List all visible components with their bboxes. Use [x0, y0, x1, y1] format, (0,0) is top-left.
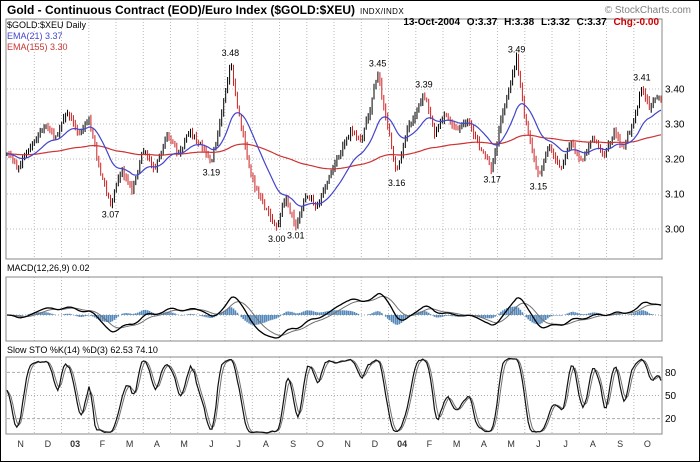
quote-open: O:3.37 [466, 17, 498, 28]
legend-symbol: $GOLD:$XEU Daily [7, 20, 87, 30]
x-axis-month-label: A [263, 439, 269, 449]
quote-date: 13-Oct-2004 [403, 17, 461, 28]
x-axis-month-label: M [507, 439, 515, 449]
exchange-label: INDX/INDX [360, 7, 405, 16]
x-axis-month-label: 03 [70, 439, 80, 449]
x-axis-month-label: 04 [397, 439, 407, 449]
x-axis-month-label: A [590, 439, 596, 449]
quote-high: H:3.38 [504, 17, 535, 28]
legend-ema21: EMA(21) 3.37 [7, 31, 63, 41]
svg-text:3.40: 3.40 [665, 85, 685, 96]
svg-text:50: 50 [665, 391, 677, 402]
x-axis-month-label: A [481, 439, 487, 449]
x-axis-month-label: O [317, 439, 324, 449]
price-annotation: 3.49 [508, 45, 526, 55]
macd-panel-label: MACD(12,26,9) 0.02 [7, 263, 90, 273]
svg-text:3.10: 3.10 [665, 190, 685, 201]
x-axis-month-label: F [427, 439, 433, 449]
header-row: Gold - Continuous Contract (EOD)/Euro In… [7, 3, 404, 17]
price-annotation: 3.48 [222, 48, 240, 58]
x-axis-month-label: O [644, 439, 651, 449]
x-axis-month-label: F [100, 439, 106, 449]
legend-ema155: EMA(155) 3.30 [7, 42, 68, 52]
svg-text:3.20: 3.20 [665, 155, 685, 166]
svg-text:3.30: 3.30 [665, 120, 685, 131]
quote-low: L:3.32 [540, 17, 570, 28]
x-axis-month-label: J [209, 439, 214, 449]
main-price-panel: 3.003.103.203.303.403.073.193.483.00 3.01… [5, 18, 685, 260]
x-axis-month-label: S [290, 439, 296, 449]
price-bars-down [8, 51, 662, 231]
price-annotation: 3.17 [483, 175, 501, 185]
svg-text:3.00: 3.00 [665, 225, 685, 236]
x-axis-month-label: D [372, 439, 379, 449]
x-axis-month-label: N [344, 439, 351, 449]
svg-text:80: 80 [665, 368, 677, 379]
x-axis-month-label: A [154, 439, 160, 449]
macd-histogram [12, 306, 662, 325]
macd-panel [5, 276, 663, 342]
quote-line: 13-Oct-2004 O:3.37 H:3.38 L:3.32 C:3.37 … [399, 17, 659, 28]
price-annotation: 3.16 [388, 178, 406, 188]
x-axis-month-label: D [45, 439, 52, 449]
price-annotation: 3.07 [102, 210, 120, 220]
stochastic-panel-label: Slow STO %K(14) %D(3) 62.53 74.10 [7, 345, 158, 355]
price-annotation: 3.15 [530, 182, 548, 192]
price-annotation: 3.39 [415, 80, 433, 90]
x-axis-month-label: S [617, 439, 623, 449]
copyright-label: © StockCharts.com [604, 5, 691, 16]
quote-change: Chg:-0.00 [613, 17, 659, 28]
x-axis-month-label: M [180, 439, 188, 449]
price-annotation: 3.19 [203, 168, 221, 178]
price-annotation: 3.45 [369, 59, 387, 69]
x-axis-month-label: N [17, 439, 24, 449]
x-axis-month-label: M [453, 439, 461, 449]
x-axis-labels: N D 03 F M A M J J A S O N D 04 F M A M J J A S O [17, 439, 651, 449]
x-axis-month-label: J [563, 439, 568, 449]
stochastic-panel: 20 50 80 [5, 356, 677, 435]
x-axis-month-label: J [536, 439, 541, 449]
quote-close: C:3.37 [576, 17, 607, 28]
price-annotation: 3.01 [287, 231, 305, 241]
price-annotation: 3.00 [268, 234, 286, 244]
x-axis-month-label: J [236, 439, 241, 449]
svg-text:20: 20 [665, 414, 677, 425]
price-annotation: 3.41 [633, 73, 651, 83]
x-axis-month-label: M [126, 439, 134, 449]
page-title: Gold - Continuous Contract (EOD)/Euro In… [7, 3, 355, 17]
